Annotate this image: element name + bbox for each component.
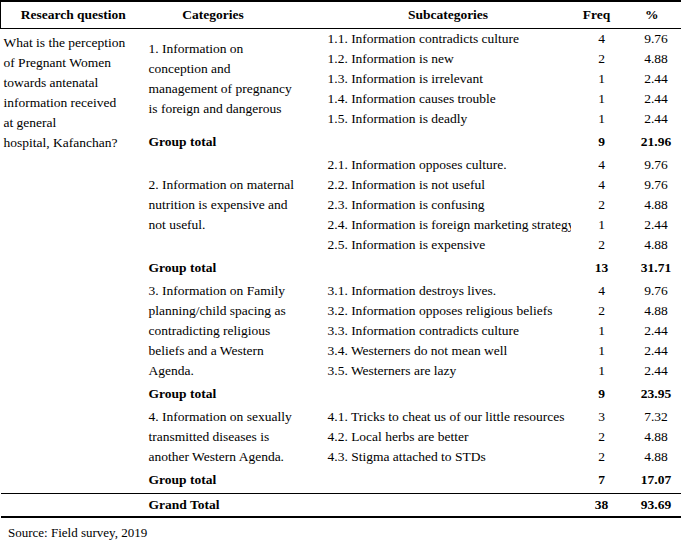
percent-value: 4.88: [623, 195, 681, 215]
subcategory-label: 2.2. Information is not useful: [326, 175, 571, 195]
percent-value: 2.44: [623, 361, 681, 381]
header-row: Research question Categories Subcategori…: [1, 1, 681, 29]
freq-value: 1: [571, 69, 623, 89]
source-note: Source: Field survey, 2019: [8, 525, 681, 541]
freq-value: 1: [571, 361, 623, 381]
col-header-freq: Freq: [571, 1, 623, 29]
group-total-percent: 31.71: [623, 255, 681, 281]
freq-value: 1: [571, 341, 623, 361]
group-total-label: Group total: [146, 129, 571, 155]
subcategory-label: 3.4. Westerners do not mean well: [326, 341, 571, 361]
percent-value: 4.88: [623, 235, 681, 255]
subcategory-label: 3.3. Information contradicts culture: [326, 321, 571, 341]
freq-value: 1: [571, 109, 623, 129]
subcategory-label: 3.2. Information opposes religious belie…: [326, 301, 571, 321]
percent-value: 4.88: [623, 301, 681, 321]
percent-value: 7.32: [623, 407, 681, 427]
percent-value: 4.88: [623, 447, 681, 467]
percent-value: 9.76: [623, 29, 681, 50]
grand-total-label: Grand Total: [146, 494, 571, 518]
subcategory-label: 4.2. Local herbs are better: [326, 427, 571, 447]
research-question-cell: What is the perception of Pregnant Women…: [1, 29, 146, 494]
subcategory-label: 1.2. Information is new: [326, 49, 571, 69]
subcategory-label: 2.3. Information is confusing: [326, 195, 571, 215]
col-header-subcategories: Subcategories: [326, 1, 571, 29]
percent-value: 2.44: [623, 89, 681, 109]
category-cell-2: 2. Information on maternal nutrition is …: [146, 155, 326, 255]
subcategory-label: 4.3. Stigma attached to STDs: [326, 447, 571, 467]
group-total-percent: 17.07: [623, 467, 681, 494]
subcategory-label: 4.1. Tricks to cheat us of our little re…: [326, 407, 571, 427]
freq-value: 4: [571, 29, 623, 50]
group-total-percent: 21.96: [623, 129, 681, 155]
freq-value: 1: [571, 321, 623, 341]
percent-value: 2.44: [623, 109, 681, 129]
group-total-label: Group total: [146, 255, 571, 281]
col-header-percent: %: [623, 1, 681, 29]
subcategory-label: 3.5. Westerners are lazy: [326, 361, 571, 381]
percent-value: 2.44: [623, 341, 681, 361]
freq-value: 4: [571, 175, 623, 195]
group-total-freq: 9: [571, 129, 623, 155]
percent-value: 9.76: [623, 281, 681, 301]
percent-value: 4.88: [623, 49, 681, 69]
percent-value: 9.76: [623, 155, 681, 175]
category-cell-4: 4. Information on sexually transmitted d…: [146, 407, 326, 467]
subcategory-label: 2.4. Information is foreign marketing st…: [326, 215, 571, 235]
freq-value: 2: [571, 427, 623, 447]
freq-value: 2: [571, 49, 623, 69]
category-cell-3: 3. Information on Family planning/child …: [146, 281, 326, 381]
subcategory-label: 2.1. Information opposes culture.: [326, 155, 571, 175]
col-header-research-question: Research question: [1, 1, 146, 29]
subcategory-label: 1.4. Information causes trouble: [326, 89, 571, 109]
group-total-freq: 7: [571, 467, 623, 494]
results-table: Research question Categories Subcategori…: [0, 0, 681, 518]
freq-value: 2: [571, 235, 623, 255]
subcategory-label: 3.1. Information destroys lives.: [326, 281, 571, 301]
grand-total-row: Grand Total 38 93.69: [1, 494, 681, 518]
freq-value: 1: [571, 89, 623, 109]
percent-value: 2.44: [623, 69, 681, 89]
subcategory-row: What is the perception of Pregnant Women…: [1, 29, 681, 50]
percent-value: 4.88: [623, 427, 681, 447]
subcategory-label: 1.5. Information is deadly: [326, 109, 571, 129]
group-total-label: Group total: [146, 467, 571, 494]
group-total-percent: 23.95: [623, 381, 681, 407]
freq-value: 4: [571, 281, 623, 301]
group-total-label: Group total: [146, 381, 571, 407]
percent-value: 2.44: [623, 321, 681, 341]
percent-value: 9.76: [623, 175, 681, 195]
subcategory-label: 1.3. Information is irrelevant: [326, 69, 571, 89]
subcategory-label: 2.5. Information is expensive: [326, 235, 571, 255]
freq-value: 3: [571, 407, 623, 427]
col-header-categories: Categories: [146, 1, 326, 29]
empty-cell: [1, 494, 146, 518]
group-total-freq: 13: [571, 255, 623, 281]
freq-value: 4: [571, 155, 623, 175]
freq-value: 2: [571, 447, 623, 467]
freq-value: 2: [571, 301, 623, 321]
subcategory-label: 1.1. Information contradicts culture: [326, 29, 571, 50]
percent-value: 2.44: [623, 215, 681, 235]
group-total-freq: 9: [571, 381, 623, 407]
category-cell-1: 1. Information on conception and managem…: [146, 29, 326, 130]
freq-value: 2: [571, 195, 623, 215]
freq-value: 1: [571, 215, 623, 235]
grand-total-freq: 38: [571, 494, 623, 518]
grand-total-percent: 93.69: [623, 494, 681, 518]
